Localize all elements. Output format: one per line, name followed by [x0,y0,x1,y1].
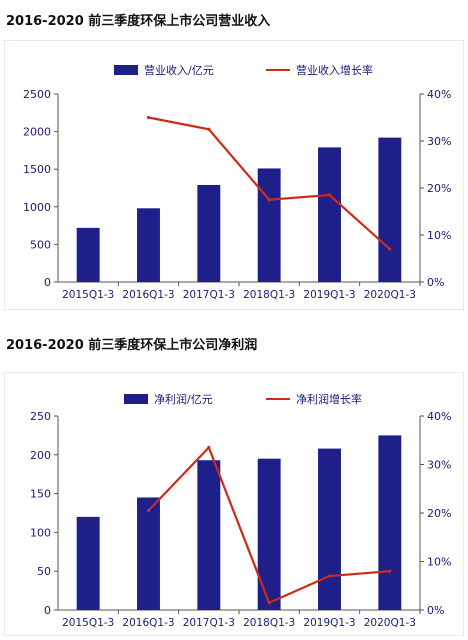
right-tick-label: 30% [427,135,451,148]
chart-title-revenue: 2016-2020 前三季度环保上市公司营业收入 [6,14,271,29]
x-tick-label: 2018Q1-3 [243,289,295,301]
bar [318,448,341,610]
x-tick-label: 2016Q1-3 [122,289,174,301]
growth-point [267,601,271,605]
growth-point [267,198,271,202]
legend-line-label: 净利润增长率 [296,392,362,406]
left-tick-label: 0 [44,276,51,289]
left-tick-label: 0 [44,604,51,617]
legend-bar-swatch [114,65,138,75]
left-tick-label: 2000 [23,126,51,139]
bar [197,184,221,282]
bar [318,147,341,282]
growth-point [388,247,392,251]
left-tick-label: 1500 [23,163,51,176]
x-tick-label: 2015Q1-3 [62,289,114,301]
bar [257,168,281,282]
bar [137,497,160,610]
bar [137,208,160,282]
growth-point [207,127,211,131]
chart-title-net-profit: 2016-2020 前三季度环保上市公司净利润 [6,338,258,353]
net-profit-chart-panel: 净利润/亿元 净利润增长率 0 50 100 150 200 250 0% 10% 20% 30% 40… [3,371,465,637]
right-tick-label: 40% [427,88,451,101]
right-tick-label: 20% [427,182,451,195]
right-tick-label: 0% [427,604,444,617]
x-tick-label: 2020Q1-3 [364,617,416,629]
growth-point [327,574,332,578]
left-tick-label: 2500 [23,88,51,101]
left-tick-label: 500 [30,238,51,251]
left-tick-label: 1000 [23,201,51,214]
growth-point [327,193,332,197]
bar [378,137,402,282]
legend-line-label: 营业收入增长率 [296,63,373,77]
x-tick-label: 2020Q1-3 [364,289,416,301]
left-tick-label: 150 [30,488,51,501]
right-tick-label: 20% [427,507,451,520]
growth-point [207,445,211,450]
growth-point [146,508,151,513]
legend-bar-swatch [124,394,148,404]
right-tick-label: 10% [427,229,451,242]
bar [76,227,100,282]
left-tick-label: 50 [37,565,51,578]
x-tick-label: 2016Q1-3 [122,617,174,629]
x-tick-label: 2019Q1-3 [303,289,355,301]
x-tick-label: 2017Q1-3 [183,617,235,629]
revenue-chart-panel: 营业收入/亿元 营业收入增长率 0 500 1000 1500 2000 2500 0% 10% 2… [3,39,465,311]
revenue-chart: 营业收入/亿元 营业收入增长率 0 500 1000 1500 2000 2500 0% 10% 2… [3,39,465,311]
x-tick-label: 2015Q1-3 [62,617,114,629]
bar [257,458,281,610]
bar [76,516,100,610]
net-profit-chart: 净利润/亿元 净利润增长率 0 50 100 150 200 250 0% 10% 20% 30% 40… [3,371,465,637]
growth-point [146,115,151,120]
legend-bar-label: 净利润/亿元 [154,392,213,406]
right-tick-label: 30% [427,459,451,472]
x-tick-label: 2018Q1-3 [243,617,295,629]
bar [197,460,221,610]
right-tick-label: 40% [427,410,451,423]
left-tick-label: 250 [30,410,51,423]
x-tick-label: 2019Q1-3 [303,617,355,629]
bar [378,435,402,610]
right-tick-label: 10% [427,556,451,569]
legend-bar-label: 营业收入/亿元 [144,63,214,77]
x-tick-label: 2017Q1-3 [183,289,235,301]
right-tick-label: 0% [427,276,444,289]
growth-point [388,569,392,573]
left-tick-label: 100 [30,526,51,539]
left-tick-label: 200 [30,449,51,462]
